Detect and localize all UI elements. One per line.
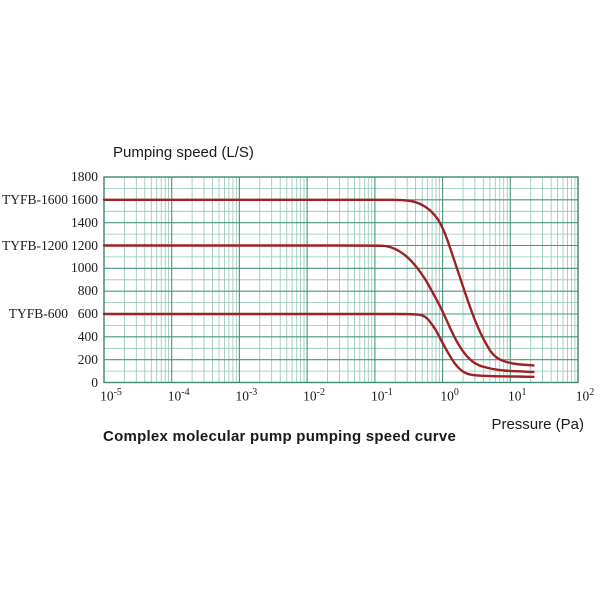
x-tick-exponent: -4 xyxy=(181,387,190,398)
series-label-TYFB-1200: TYFB-1200 xyxy=(1,237,68,253)
x-tick-base: 10 xyxy=(100,388,114,404)
x-tick-base: 10 xyxy=(370,388,385,404)
y-axis-title: Pumping speed (L/S) xyxy=(113,144,254,161)
x-tick-exponent: -5 xyxy=(113,387,122,398)
x-tick-exponent: 2 xyxy=(589,387,595,398)
x-tick-exponent: 1 xyxy=(521,387,527,398)
x-tick-label: 10-4 xyxy=(157,388,201,405)
x-tick-exponent: -1 xyxy=(384,387,393,398)
x-tick-base: 10 xyxy=(235,388,249,404)
x-tick-label: 100 xyxy=(428,388,472,405)
x-tick-base: 10 xyxy=(167,388,182,404)
x-tick-label: 10-1 xyxy=(360,388,404,405)
y-tick-label: 1000 xyxy=(71,260,98,276)
x-tick-base: 10 xyxy=(508,388,522,404)
x-tick-base: 10 xyxy=(440,388,454,404)
x-tick-exponent: 0 xyxy=(453,387,459,398)
y-tick-label: 1400 xyxy=(71,214,98,230)
curve-TYFB-1600 xyxy=(102,198,535,367)
y-tick-label: 800 xyxy=(77,283,98,299)
x-tick-label: 10-3 xyxy=(224,388,268,405)
series-label-TYFB-1600: TYFB-1600 xyxy=(1,191,68,207)
curve-TYFB-600 xyxy=(102,312,535,378)
x-tick-exponent: -2 xyxy=(316,387,326,398)
y-tick-label: 0 xyxy=(91,374,98,390)
y-tick-label: 400 xyxy=(77,328,98,344)
x-tick-label: 101 xyxy=(495,388,539,405)
y-tick-label: 1600 xyxy=(71,191,98,207)
y-tick-label: 600 xyxy=(77,306,98,321)
series-label-TYFB-600: TYFB-600 xyxy=(8,306,68,321)
x-tick-label: 10-2 xyxy=(292,388,336,405)
x-tick-base: 10 xyxy=(575,388,590,404)
y-tick-label: 1800 xyxy=(71,169,98,184)
y-tick-label: 200 xyxy=(77,351,98,367)
x-tick-label: 102 xyxy=(563,388,600,405)
x-axis-title: Pressure (Pa) xyxy=(491,416,584,433)
curve-TYFB-1200 xyxy=(102,244,535,374)
x-tick-exponent: -3 xyxy=(248,387,258,398)
y-tick-label: 1200 xyxy=(71,237,98,253)
x-tick-base: 10 xyxy=(303,388,317,404)
chart-title: Complex molecular pump pumping speed cur… xyxy=(103,428,457,445)
plot-border xyxy=(103,176,579,384)
x-tick-label: 10-5 xyxy=(89,388,133,405)
